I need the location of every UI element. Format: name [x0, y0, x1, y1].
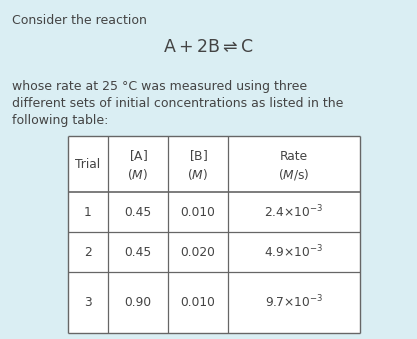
Text: $(\mathit{M})$: $(\mathit{M})$ [128, 166, 148, 181]
Text: $[\mathrm{B}]$: $[\mathrm{B}]$ [188, 148, 208, 163]
Text: $(\mathit{M})$: $(\mathit{M})$ [188, 166, 208, 181]
Text: 0.45: 0.45 [124, 205, 152, 219]
Text: 0.010: 0.010 [181, 205, 216, 219]
Text: following table:: following table: [12, 114, 108, 127]
Text: $9.7{\times}10^{-3}$: $9.7{\times}10^{-3}$ [265, 294, 323, 311]
Text: different sets of initial concentrations as listed in the: different sets of initial concentrations… [12, 97, 343, 110]
Text: $(\mathit{M}/\mathrm{s})$: $(\mathit{M}/\mathrm{s})$ [278, 166, 310, 181]
Text: 0.90: 0.90 [124, 296, 151, 309]
Text: $\mathrm{A + 2B \rightleftharpoons C}$: $\mathrm{A + 2B \rightleftharpoons C}$ [163, 38, 254, 56]
Text: $2.4{\times}10^{-3}$: $2.4{\times}10^{-3}$ [264, 204, 324, 220]
Text: 1: 1 [84, 205, 92, 219]
Bar [68, 136, 360, 333]
Text: 0.010: 0.010 [181, 296, 216, 309]
Text: 3: 3 [84, 296, 92, 309]
Text: 2: 2 [84, 245, 92, 259]
Text: Trial: Trial [75, 158, 100, 171]
Text: whose rate at 25 °C was measured using three: whose rate at 25 °C was measured using t… [12, 80, 307, 93]
Text: 0.020: 0.020 [181, 245, 216, 259]
Text: Rate: Rate [280, 149, 308, 162]
Text: $4.9{\times}10^{-3}$: $4.9{\times}10^{-3}$ [264, 244, 324, 260]
Text: $[\mathrm{A}]$: $[\mathrm{A}]$ [128, 148, 148, 163]
Text: 0.45: 0.45 [124, 245, 152, 259]
Text: Consider the reaction: Consider the reaction [12, 14, 147, 27]
